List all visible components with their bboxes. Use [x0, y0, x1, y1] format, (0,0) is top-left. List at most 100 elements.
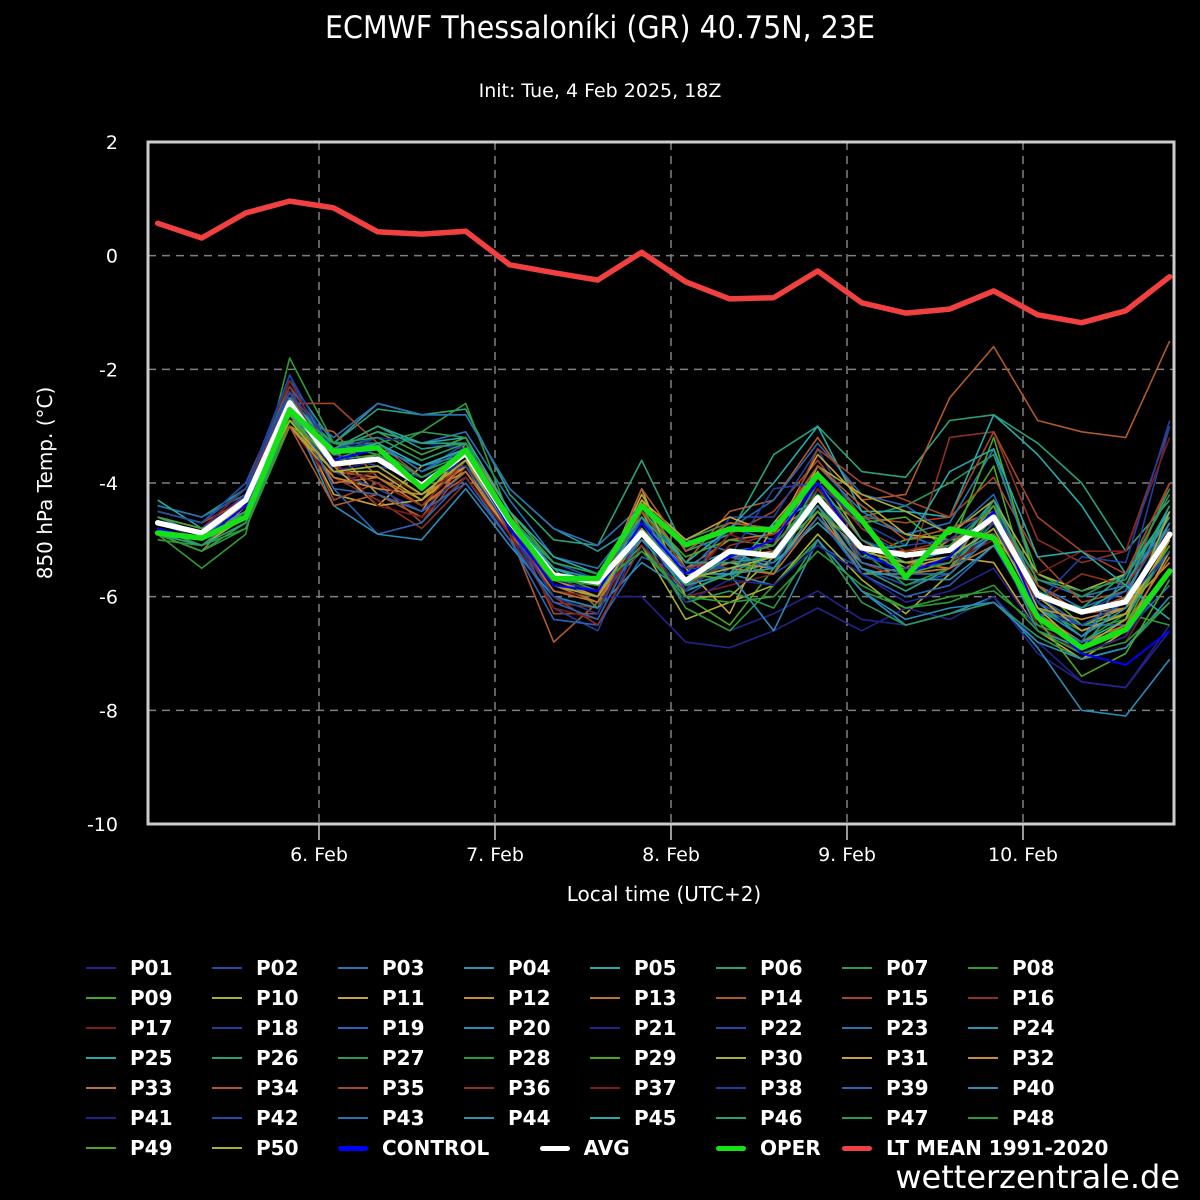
y-tick-label: -4 — [99, 473, 118, 495]
member-line-p14 — [157, 340, 1171, 643]
legend-label: P40 — [1012, 1076, 1055, 1100]
legend-item-p03[interactable]: P03 — [338, 954, 425, 982]
legend-label: P21 — [634, 1016, 677, 1040]
legend-item-p48[interactable]: P48 — [968, 1104, 1055, 1132]
legend-item-p10[interactable]: P10 — [212, 984, 299, 1012]
legend-item-p40[interactable]: P40 — [968, 1074, 1055, 1102]
legend-item-p05[interactable]: P05 — [590, 954, 677, 982]
x-tick-label: 10. Feb — [988, 844, 1058, 866]
legend-item-p18[interactable]: P18 — [212, 1014, 299, 1042]
legend-item-p37[interactable]: P37 — [590, 1074, 677, 1102]
legend-label: P27 — [382, 1046, 425, 1070]
legend-item-p31[interactable]: P31 — [842, 1044, 929, 1072]
legend-item-p25[interactable]: P25 — [86, 1044, 173, 1072]
legend-label: P24 — [1012, 1016, 1055, 1040]
legend-label: P49 — [130, 1136, 173, 1160]
legend-item-p50[interactable]: P50 — [212, 1134, 299, 1162]
legend-item-p26[interactable]: P26 — [212, 1044, 299, 1072]
legend-label: P41 — [130, 1106, 173, 1130]
legend-item-p41[interactable]: P41 — [86, 1104, 173, 1132]
legend-item-control[interactable]: CONTROL — [338, 1134, 489, 1162]
legend-item-p21[interactable]: P21 — [590, 1014, 677, 1042]
legend-item-p14[interactable]: P14 — [716, 984, 803, 1012]
legend-swatch — [338, 1117, 368, 1119]
watermark: wetterzentrale.de — [895, 1158, 1180, 1196]
main-series — [154, 198, 1173, 666]
legend-swatch — [338, 1145, 368, 1151]
legend-swatch — [212, 997, 242, 999]
legend-label: P29 — [634, 1046, 677, 1070]
legend-item-p08[interactable]: P08 — [968, 954, 1055, 982]
legend-label: P33 — [130, 1076, 173, 1100]
legend-item-p49[interactable]: P49 — [86, 1134, 173, 1162]
legend-swatch — [86, 1087, 116, 1089]
legend-label: LT MEAN 1991-2020 — [886, 1136, 1109, 1160]
legend-item-p04[interactable]: P04 — [464, 954, 551, 982]
legend-item-p45[interactable]: P45 — [590, 1104, 677, 1132]
legend-label: P28 — [508, 1046, 551, 1070]
y-tick-label: 0 — [106, 246, 118, 268]
legend-swatch — [968, 1027, 998, 1029]
legend-swatch — [842, 967, 872, 969]
legend-item-p17[interactable]: P17 — [86, 1014, 173, 1042]
legend-item-p38[interactable]: P38 — [716, 1074, 803, 1102]
legend-item-p33[interactable]: P33 — [86, 1074, 173, 1102]
legend-item-p01[interactable]: P01 — [86, 954, 173, 982]
legend-item-p23[interactable]: P23 — [842, 1014, 929, 1042]
x-tick-label: 8. Feb — [642, 844, 700, 866]
legend-swatch — [539, 1145, 570, 1151]
legend-item-avg[interactable]: AVG — [539, 1134, 630, 1162]
legend-swatch — [464, 967, 494, 969]
legend-label: P46 — [760, 1106, 803, 1130]
legend-item-p11[interactable]: P11 — [338, 984, 425, 1012]
legend-swatch — [842, 997, 872, 999]
legend-item-p34[interactable]: P34 — [212, 1074, 299, 1102]
legend-item-p06[interactable]: P06 — [716, 954, 803, 982]
legend-item-p46[interactable]: P46 — [716, 1104, 803, 1132]
legend-item-p12[interactable]: P12 — [464, 984, 551, 1012]
legend-item-p30[interactable]: P30 — [716, 1044, 803, 1072]
legend-label: P15 — [886, 986, 929, 1010]
legend-item-p19[interactable]: P19 — [338, 1014, 425, 1042]
legend-item-p24[interactable]: P24 — [968, 1014, 1055, 1042]
legend-item-lt-mean-1991-2020[interactable]: LT MEAN 1991-2020 — [842, 1134, 1108, 1162]
member-line-p08 — [157, 357, 1171, 632]
legend-label: AVG — [583, 1136, 630, 1160]
legend-item-p39[interactable]: P39 — [842, 1074, 929, 1102]
legend-swatch — [842, 1027, 872, 1029]
legend-swatch — [338, 1027, 368, 1029]
legend-item-p27[interactable]: P27 — [338, 1044, 425, 1072]
legend-item-p44[interactable]: P44 — [464, 1104, 551, 1132]
legend-item-p20[interactable]: P20 — [464, 1014, 551, 1042]
legend-item-p15[interactable]: P15 — [842, 984, 929, 1012]
legend-item-p32[interactable]: P32 — [968, 1044, 1055, 1072]
legend-item-p35[interactable]: P35 — [338, 1074, 425, 1102]
legend-swatch — [716, 1057, 746, 1059]
legend-item-p02[interactable]: P02 — [212, 954, 299, 982]
legend-item-p28[interactable]: P28 — [464, 1044, 551, 1072]
legend-item-p13[interactable]: P13 — [590, 984, 677, 1012]
legend-item-p42[interactable]: P42 — [212, 1104, 299, 1132]
y-tick-label: -10 — [87, 814, 118, 836]
legend-item-p09[interactable]: P09 — [86, 984, 173, 1012]
y-tick-label: -8 — [99, 700, 118, 722]
legend-swatch — [86, 1057, 116, 1059]
legend-swatch — [86, 1147, 116, 1149]
legend-item-p43[interactable]: P43 — [338, 1104, 425, 1132]
y-axis: 2 0 -2 -4 -6 -8 -10 — [87, 132, 118, 836]
legend-item-p47[interactable]: P47 — [842, 1104, 929, 1132]
legend-item-p29[interactable]: P29 — [590, 1044, 677, 1072]
legend-item-oper[interactable]: OPER — [716, 1134, 821, 1162]
y-tick-label: -2 — [99, 359, 118, 381]
legend-item-p36[interactable]: P36 — [464, 1074, 551, 1102]
legend-item-p16[interactable]: P16 — [968, 984, 1055, 1012]
legend-item-p07[interactable]: P07 — [842, 954, 929, 982]
y-axis-label: 850 hPa Temp. (°C) — [33, 387, 57, 580]
legend-swatch — [212, 967, 242, 969]
chart: 2 0 -2 -4 -6 -8 -10 6. Feb 7. Feb 8. Feb 9. Feb 10… — [33, 132, 1176, 906]
member-line-p41 — [157, 408, 1171, 655]
legend-item-p22[interactable]: P22 — [716, 1014, 803, 1042]
y-tick-label: 2 — [106, 132, 118, 154]
legend-label: P05 — [634, 956, 677, 980]
legend-swatch — [842, 1087, 872, 1089]
